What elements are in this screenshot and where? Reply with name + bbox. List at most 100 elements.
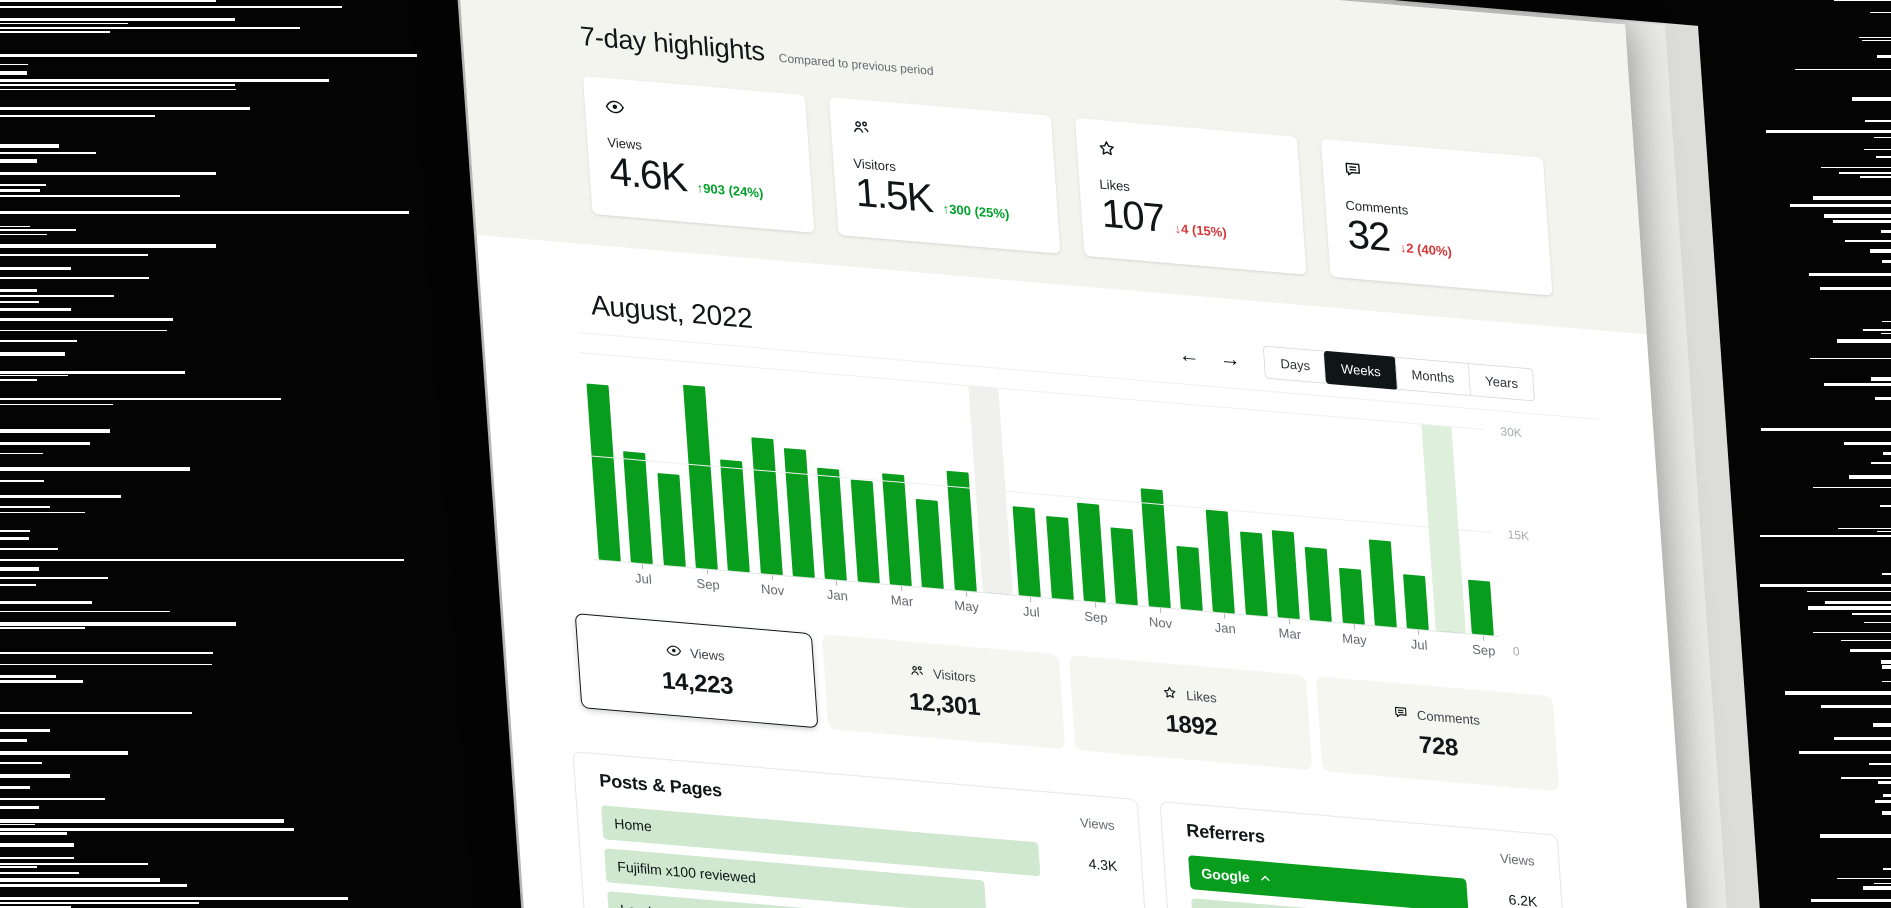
- chart-bar-20[interactable]: [1239, 531, 1268, 617]
- people-icon: [908, 662, 925, 682]
- traffic-section: August, 2022 ← → Days Weeks Months Years Ju…: [574, 287, 1625, 797]
- chart-bar-14[interactable]: [1045, 515, 1074, 600]
- next-period-button[interactable]: →: [1217, 346, 1244, 373]
- x-tick: [707, 569, 709, 575]
- interval-tab-years[interactable]: Years: [1468, 363, 1535, 401]
- metric-tab-label: Comments: [1416, 707, 1481, 728]
- chart-bar-1[interactable]: [623, 451, 654, 565]
- metric-tab-label: Views: [689, 645, 726, 664]
- chart-bar-6[interactable]: [783, 448, 815, 578]
- stat-card-visitors[interactable]: Visitors 1.5K ↑300 (25%): [828, 96, 1061, 254]
- chart-bar-9[interactable]: [882, 473, 912, 587]
- chart-bar-18[interactable]: [1176, 545, 1203, 611]
- metric-tab-visitors[interactable]: Visitors 12,301: [821, 634, 1066, 750]
- eye-icon: [605, 100, 626, 122]
- posts-pages-title: Posts & Pages: [598, 770, 723, 801]
- stat-value: 32: [1345, 212, 1391, 261]
- interval-tab-weeks[interactable]: Weeks: [1322, 350, 1398, 390]
- chevron-up-icon[interactable]: [1258, 871, 1273, 886]
- x-tick: [1353, 624, 1355, 630]
- metric-tab-value: 12,301: [907, 687, 981, 721]
- referrer-row-label: Google: [1200, 865, 1251, 886]
- x-tick: [1159, 608, 1161, 614]
- post-row-value: 4.3K: [1087, 855, 1118, 874]
- comment-icon: [1343, 162, 1364, 184]
- chart-bar-2[interactable]: [657, 473, 686, 567]
- y-tick-label-30k: 30K: [1499, 424, 1523, 441]
- chart-bar-21[interactable]: [1271, 530, 1300, 620]
- interval-tab-days[interactable]: Days: [1264, 346, 1327, 383]
- metric-tab-value: 14,223: [660, 666, 734, 700]
- stat-delta: ↓2 (40%): [1399, 239, 1453, 260]
- x-tick: [1094, 602, 1097, 608]
- chart-bar-24[interactable]: [1368, 539, 1397, 628]
- referrers-card: Referrers Views Google 6.2K: [1159, 800, 1572, 908]
- x-tick-label: Sep: [695, 575, 721, 593]
- x-tick-label: Sep: [1471, 641, 1496, 659]
- x-tick-label: Jul: [1410, 636, 1428, 653]
- metric-tabs-row: Views 14,223 Visitors 12,301 Likes 1892 Commen…: [574, 613, 1625, 797]
- chart-bar-17[interactable]: [1140, 488, 1171, 609]
- x-tick-label: May: [953, 597, 980, 615]
- comment-icon: [1392, 703, 1409, 723]
- x-tick: [965, 591, 967, 597]
- x-tick-label: Jul: [634, 570, 653, 587]
- x-tick: [1288, 619, 1291, 625]
- lists-row: Posts & Pages Views Home 4.3K Fujifilm x10…: [572, 751, 1636, 908]
- stat-value: 4.6K: [607, 149, 688, 201]
- referrer-row-value: 6.2K: [1507, 891, 1538, 908]
- x-tick: [771, 575, 774, 581]
- chart-bar-27[interactable]: [1468, 579, 1494, 636]
- y-tick-label-0: 0: [1512, 644, 1520, 659]
- people-icon: [851, 121, 872, 143]
- stat-delta: ↓4 (15%): [1174, 220, 1228, 241]
- referrers-views-column-header: Views: [1499, 850, 1535, 869]
- metric-tab-label: Likes: [1185, 687, 1218, 705]
- stat-delta: ↑903 (24%): [696, 180, 764, 201]
- metric-tab-comments[interactable]: Comments 728: [1315, 676, 1560, 792]
- chart-bar-5[interactable]: [751, 437, 783, 576]
- x-tick: [1482, 635, 1485, 641]
- x-tick: [1418, 630, 1420, 636]
- stat-card-comments[interactable]: Comments 32 ↓2 (40%): [1320, 138, 1553, 296]
- chart-bar-19[interactable]: [1206, 509, 1236, 614]
- referrer-row-google[interactable]: Google 6.2K: [1188, 855, 1538, 908]
- chart-bar-23[interactable]: [1338, 567, 1365, 625]
- chart-bar-16[interactable]: [1110, 527, 1139, 606]
- stat-card-likes[interactable]: Likes 107 ↓4 (15%): [1074, 117, 1307, 275]
- posts-views-column-header: Views: [1079, 815, 1115, 833]
- x-tick: [900, 586, 903, 592]
- chart-bar-4[interactable]: [720, 459, 751, 573]
- star-icon: [1097, 141, 1118, 164]
- stat-card-views[interactable]: Views 4.6K ↑903 (24%): [582, 76, 815, 233]
- chart-controls: ← → Days Weeks Months Years: [1175, 338, 1536, 402]
- chart-bar-13[interactable]: [1013, 506, 1042, 598]
- x-tick-label: Jan: [1214, 619, 1237, 637]
- star-icon: [1161, 683, 1178, 703]
- metric-tab-views[interactable]: Views 14,223: [574, 613, 819, 729]
- x-tick: [1224, 613, 1226, 619]
- metric-tab-value: 728: [1418, 731, 1459, 762]
- metric-tab-label: Visitors: [932, 665, 977, 685]
- y-tick-label-15k: 15K: [1507, 527, 1530, 544]
- metric-tab-likes[interactable]: Likes 1892: [1068, 655, 1313, 771]
- x-tick: [642, 564, 644, 570]
- previous-period-button[interactable]: ←: [1176, 342, 1203, 369]
- highlight-cards-row: Views 4.6K ↑903 (24%) Visitors 1.5K ↑300 (25%…: [582, 76, 1645, 303]
- referrers-title: Referrers: [1185, 820, 1266, 847]
- x-tick-label: Nov: [1148, 614, 1173, 632]
- chart-bar-15[interactable]: [1077, 502, 1106, 603]
- x-tick-label: Sep: [1083, 608, 1108, 626]
- chart-bar-8[interactable]: [850, 479, 880, 584]
- interval-tab-months[interactable]: Months: [1394, 357, 1471, 395]
- stat-value: 1.5K: [853, 170, 934, 222]
- chart-bar-7[interactable]: [817, 467, 848, 581]
- chart-bar-22[interactable]: [1305, 546, 1333, 622]
- x-tick-label: Mar: [1278, 625, 1302, 643]
- chart-bar-10[interactable]: [916, 498, 945, 589]
- stat-delta: ↑300 (25%): [942, 201, 1010, 222]
- x-tick-label: Mar: [890, 592, 914, 610]
- chart-bar-25[interactable]: [1403, 574, 1430, 631]
